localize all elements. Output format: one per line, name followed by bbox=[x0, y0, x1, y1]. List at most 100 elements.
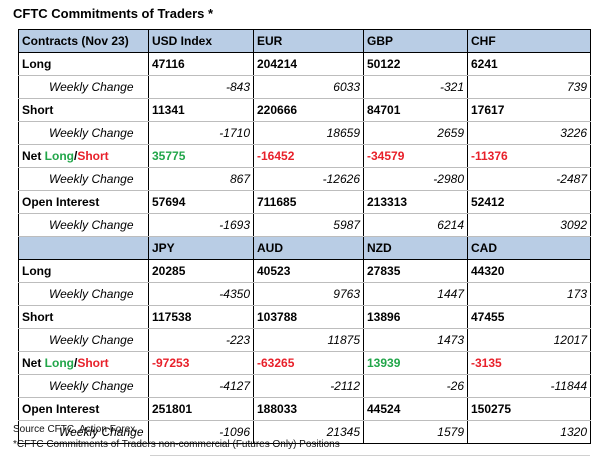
table-row-weekly-change: Weekly Change -4127 -2112 -26 -11844 bbox=[18, 374, 591, 398]
table-cell: -4127 bbox=[148, 374, 254, 398]
table-cell: 47116 bbox=[148, 52, 254, 76]
table-cell: -2487 bbox=[467, 167, 591, 191]
table-row-weekly-change: Weekly Change -223 11875 1473 12017 bbox=[18, 328, 591, 352]
source-note: Source CFTC, Action Forex bbox=[13, 424, 136, 435]
table-cell: 13896 bbox=[363, 305, 468, 329]
table-cell: -223 bbox=[148, 328, 254, 352]
table-cell: 27835 bbox=[363, 259, 468, 283]
net-prefix: Net bbox=[22, 356, 45, 370]
table-cell: 251801 bbox=[148, 397, 254, 421]
table-cell: -1710 bbox=[148, 121, 254, 145]
header-cell: NZD bbox=[363, 236, 468, 260]
header-cell: USD Index bbox=[148, 29, 254, 53]
table-cell: 6214 bbox=[363, 213, 468, 237]
table-cell: -63265 bbox=[253, 351, 364, 375]
header-row-block1: Contracts (Nov 23) USD Index EUR GBP CHF bbox=[18, 29, 591, 53]
table-cell: 5987 bbox=[253, 213, 364, 237]
page-title: CFTC Commitments of Traders * bbox=[13, 6, 214, 21]
net-long-label: Long bbox=[44, 149, 74, 163]
header-cell: GBP bbox=[363, 29, 468, 53]
table-cell: -2112 bbox=[253, 374, 364, 398]
table-cell: -843 bbox=[148, 75, 254, 99]
row-label: Weekly Change bbox=[18, 213, 149, 237]
table-row-weekly-change: Weekly Change -1096 21345 1579 1320 bbox=[18, 420, 591, 444]
row-label: Weekly Change bbox=[18, 167, 149, 191]
table-cell: -11844 bbox=[467, 374, 591, 398]
table-cell: -321 bbox=[363, 75, 468, 99]
table-row-open-interest: Open Interest 251801 188033 44524 150275 bbox=[18, 397, 591, 421]
table-cell: 220666 bbox=[253, 98, 364, 122]
net-long-label: Long bbox=[44, 356, 74, 370]
header-cell bbox=[18, 236, 149, 260]
table-row-long: Long 47116 204214 50122 6241 bbox=[18, 52, 591, 76]
table-cell: 3226 bbox=[467, 121, 591, 145]
table-cell: 35775 bbox=[148, 144, 254, 168]
table-cell: -2980 bbox=[363, 167, 468, 191]
row-label: Weekly Change bbox=[18, 374, 149, 398]
table-cell: 173 bbox=[467, 282, 591, 306]
row-label: Weekly Change bbox=[18, 420, 149, 444]
header-cell: EUR bbox=[253, 29, 364, 53]
table-cell: -3135 bbox=[467, 351, 591, 375]
table-cell: 6241 bbox=[467, 52, 591, 76]
row-label: Weekly Change bbox=[18, 121, 149, 145]
row-label: Long bbox=[18, 259, 149, 283]
table-cell: 6033 bbox=[253, 75, 364, 99]
table-cell: 44524 bbox=[363, 397, 468, 421]
net-separator: / bbox=[74, 149, 78, 163]
table-cell: 3092 bbox=[467, 213, 591, 237]
table-row-weekly-change: Weekly Change -1710 18659 2659 3226 bbox=[18, 121, 591, 145]
table-cell: 1473 bbox=[363, 328, 468, 352]
table-cell: 2659 bbox=[363, 121, 468, 145]
table-cell: 739 bbox=[467, 75, 591, 99]
table-cell: 711685 bbox=[253, 190, 364, 214]
header-cell: CAD bbox=[467, 236, 591, 260]
table-cell: 188033 bbox=[253, 397, 364, 421]
table-cell: 84701 bbox=[363, 98, 468, 122]
table-cell: 103788 bbox=[253, 305, 364, 329]
net-short-label: Short bbox=[77, 356, 109, 370]
table-cell: 213313 bbox=[363, 190, 468, 214]
table-row-net: Net Long/Short 35775 -16452 -34579 -1137… bbox=[18, 144, 591, 168]
table-cell: -16452 bbox=[253, 144, 364, 168]
header-row-block2: JPY AUD NZD CAD bbox=[18, 236, 591, 260]
table-row-weekly-change: Weekly Change 867 -12626 -2980 -2487 bbox=[18, 167, 591, 191]
row-label: Long bbox=[18, 52, 149, 76]
cftc-table: Contracts (Nov 23) USD Index EUR GBP CHF… bbox=[18, 29, 591, 444]
header-cell: AUD bbox=[253, 236, 364, 260]
table-cell: -97253 bbox=[148, 351, 254, 375]
table-row-short: Short 11341 220666 84701 17617 bbox=[18, 98, 591, 122]
table-row-weekly-change: Weekly Change -4350 9763 1447 173 bbox=[18, 282, 591, 306]
row-label: Short bbox=[18, 305, 149, 329]
table-cell: 867 bbox=[148, 167, 254, 191]
table-cell: -1096 bbox=[148, 420, 254, 444]
net-separator: / bbox=[74, 356, 78, 370]
table-cell: -12626 bbox=[253, 167, 364, 191]
row-label: Open Interest bbox=[18, 190, 149, 214]
row-label: Weekly Change bbox=[18, 328, 149, 352]
row-label: Open Interest bbox=[18, 397, 149, 421]
table-cell: 1579 bbox=[363, 420, 468, 444]
table-cell: 117538 bbox=[148, 305, 254, 329]
table-cell: -26 bbox=[363, 374, 468, 398]
row-label: Weekly Change bbox=[18, 75, 149, 99]
table-cell: 18659 bbox=[253, 121, 364, 145]
table-cell: 57694 bbox=[148, 190, 254, 214]
row-label: Net Long/Short bbox=[18, 144, 149, 168]
table-cell: 9763 bbox=[253, 282, 364, 306]
table-cell: 13939 bbox=[363, 351, 468, 375]
table-cell: 1320 bbox=[467, 420, 591, 444]
table-cell: 44320 bbox=[467, 259, 591, 283]
table-row-weekly-change: Weekly Change -843 6033 -321 739 bbox=[18, 75, 591, 99]
table-cell: 1447 bbox=[363, 282, 468, 306]
row-label: Weekly Change bbox=[18, 282, 149, 306]
header-cell: CHF bbox=[467, 29, 591, 53]
table-cell: 50122 bbox=[363, 52, 468, 76]
table-cell: 11875 bbox=[253, 328, 364, 352]
table-cell: -1693 bbox=[148, 213, 254, 237]
table-cell: 21345 bbox=[253, 420, 364, 444]
divider-line bbox=[150, 455, 590, 456]
table-row-long: Long 20285 40523 27835 44320 bbox=[18, 259, 591, 283]
header-cell: JPY bbox=[148, 236, 254, 260]
header-cell: Contracts (Nov 23) bbox=[18, 29, 149, 53]
